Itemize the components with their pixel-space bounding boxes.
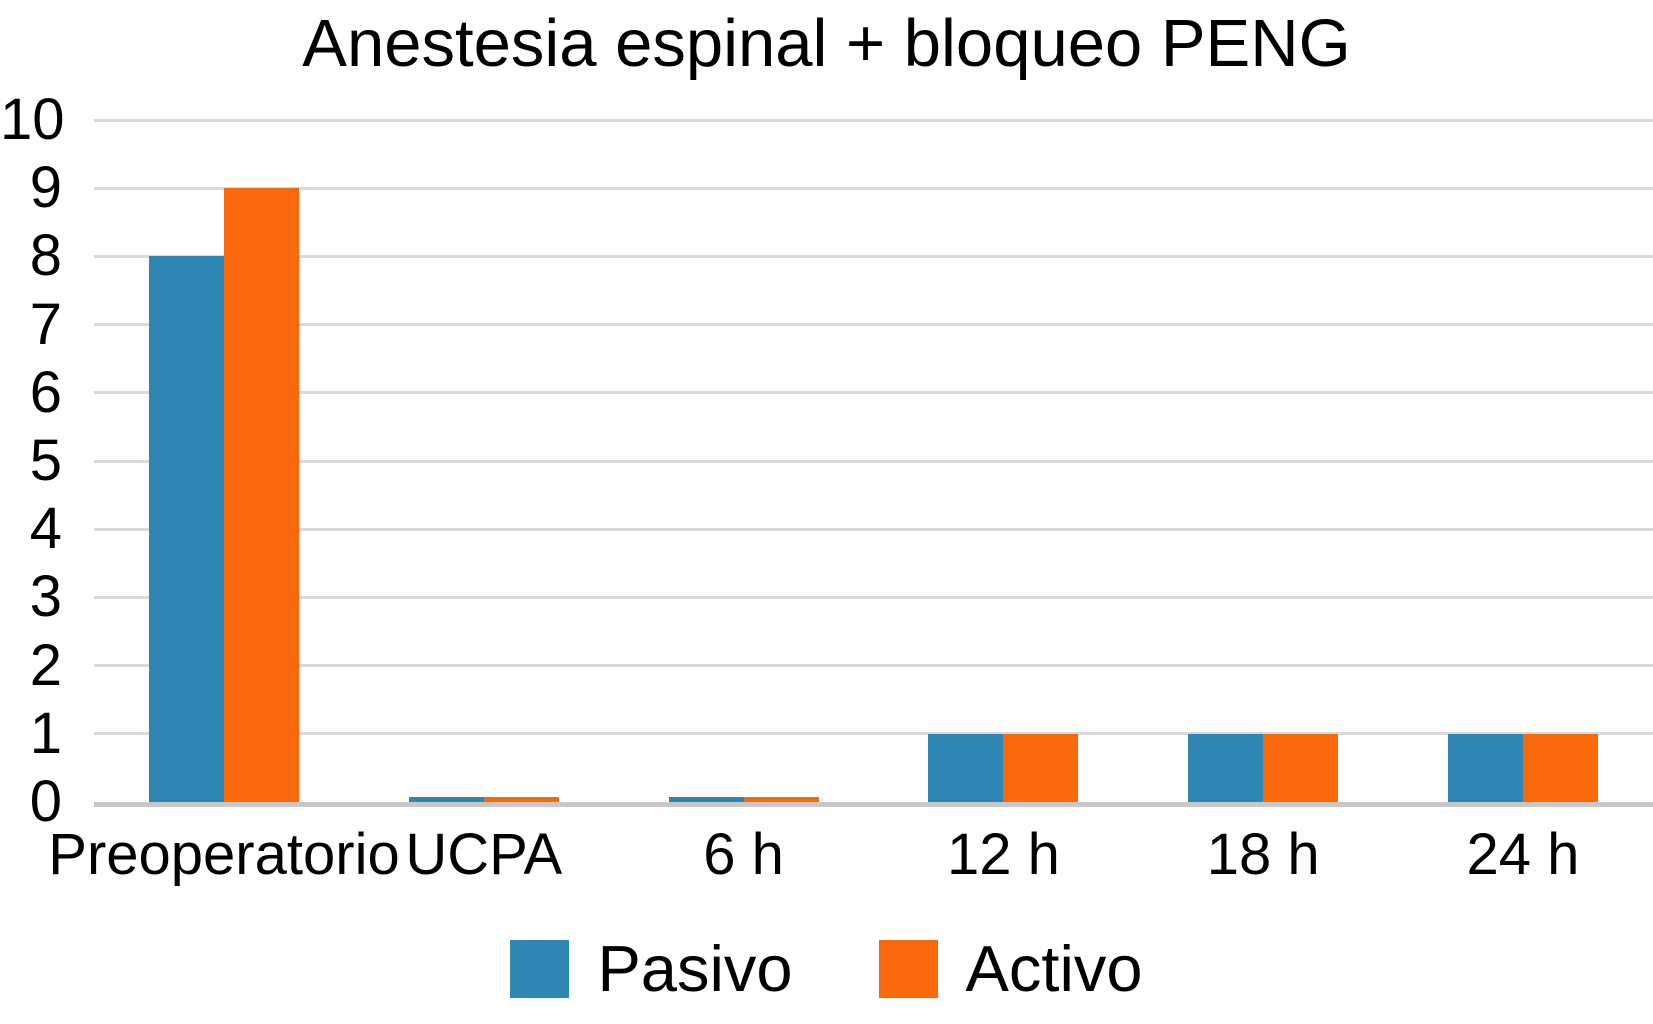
bar-pasivo-6-h [668, 797, 744, 802]
bar-activo-24-h [1523, 733, 1598, 802]
gridline [94, 459, 1653, 463]
y-tick-label: 4 [29, 496, 62, 562]
x-axis-label-preoperatorio: Preoperatorio [48, 822, 400, 887]
x-axis-label-12-h: 12 h [946, 822, 1060, 887]
bar-activo-6-h [743, 797, 819, 802]
bar-activo-18-h [1263, 733, 1339, 802]
x-axis-label-18-h: 18 h [1206, 822, 1320, 887]
y-tick-label: 6 [29, 359, 62, 425]
legend: Pasivo Activo [0, 936, 1653, 1001]
y-tick-label: 3 [29, 564, 62, 630]
bar-pasivo-24-h [1448, 733, 1523, 802]
gridline [94, 664, 1653, 668]
y-tick-label: 1 [29, 700, 62, 766]
y-tick-label: 9 [29, 155, 62, 221]
bar-pasivo-preoperatorio [149, 256, 224, 802]
y-tick-label: 10 [0, 87, 65, 152]
bar-activo-preoperatorio [224, 188, 299, 802]
x-axis-label-24-h: 24 h [1466, 822, 1580, 887]
legend-item-pasivo: Pasivo [510, 932, 793, 1005]
x-axis-label-6-h: 6 h [703, 822, 784, 887]
legend-label-pasivo: Pasivo [597, 932, 793, 1005]
gridline [94, 254, 1653, 258]
legend-swatch-activo-icon [878, 939, 938, 998]
y-tick-label: 2 [29, 632, 62, 698]
y-tick-label: 0 [29, 769, 62, 834]
legend-label-activo: Activo [965, 932, 1143, 1005]
gridline [94, 118, 1653, 122]
bar-pasivo-18-h [1188, 733, 1264, 802]
y-tick-label: 7 [29, 291, 62, 357]
gridline [94, 527, 1653, 531]
y-tick-label: 5 [29, 428, 62, 493]
chart-title: Anestesia espinal + bloqueo PENG [302, 6, 1351, 81]
gridline [94, 391, 1653, 395]
x-axis-baseline [94, 802, 1653, 807]
gridline [94, 732, 1653, 736]
gridline [94, 595, 1653, 599]
gridline [94, 186, 1653, 190]
legend-swatch-pasivo-icon [510, 939, 570, 998]
bar-pasivo-ucpa [408, 797, 484, 802]
legend-item-activo: Activo [878, 932, 1143, 1005]
x-axis-label-ucpa: UCPA [405, 822, 563, 887]
bar-pasivo-12-h [928, 733, 1004, 802]
y-tick-label: 8 [29, 223, 62, 289]
gridline [94, 323, 1653, 327]
bar-activo-12-h [1003, 733, 1079, 802]
bar-activo-ucpa [483, 797, 559, 802]
